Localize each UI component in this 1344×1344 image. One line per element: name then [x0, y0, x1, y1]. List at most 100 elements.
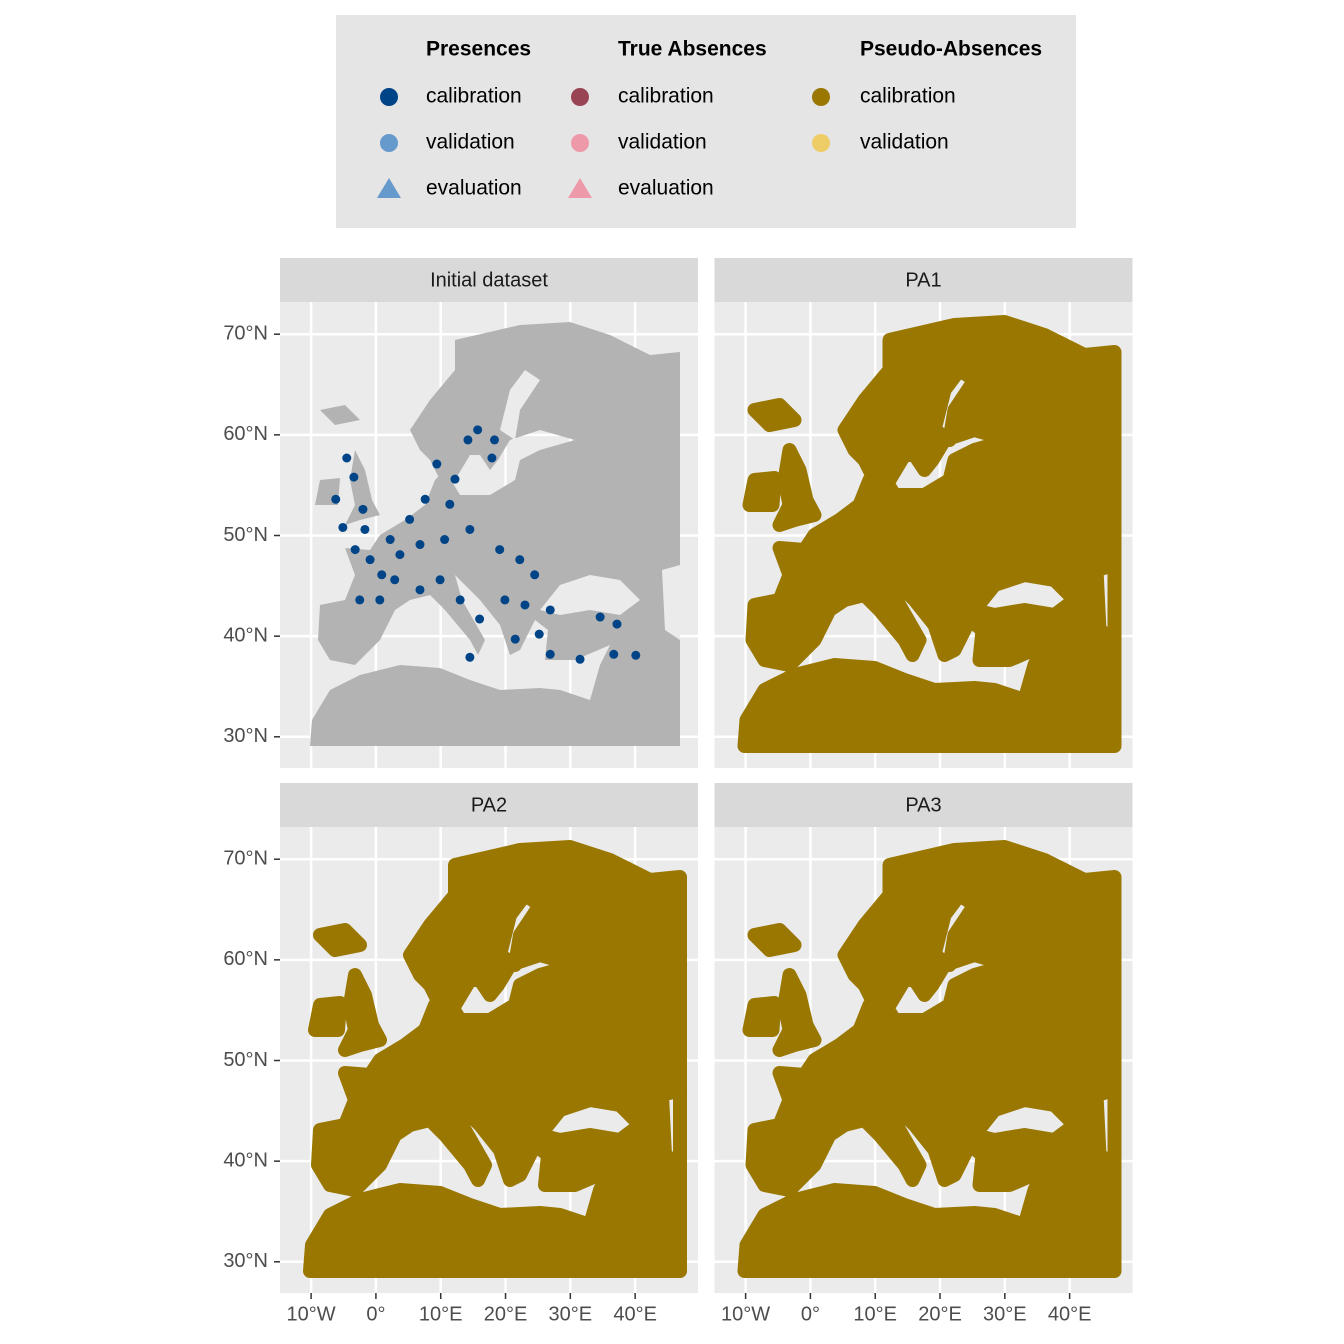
legend-label: validation — [426, 131, 515, 154]
x-tick-label: 30°E — [983, 1303, 1027, 1325]
strip-label: Initial dataset — [430, 269, 548, 291]
legend-symbol — [380, 134, 398, 152]
presence-point — [534, 629, 544, 639]
presence-point — [473, 425, 483, 435]
strip-label: PA1 — [905, 269, 941, 291]
map-layer — [310, 322, 680, 746]
x-tick-label: 0° — [801, 1303, 820, 1325]
facet-panel: PA2 10°W 0° 10°E 20°E 30°E 40°E 30°N 40°N 50°N 60°… — [223, 783, 698, 1325]
strip — [280, 783, 698, 827]
presence-point — [475, 614, 485, 624]
presence-point — [595, 612, 605, 622]
strip — [280, 258, 698, 302]
y-tick-label: 60°N — [223, 423, 268, 445]
presence-point — [355, 595, 365, 605]
presence-point — [500, 595, 510, 605]
presence-point — [365, 555, 375, 565]
facet-panel: PA1 — [714, 258, 1133, 768]
presence-point — [530, 570, 540, 580]
legend-box — [336, 15, 1076, 228]
presence-point — [520, 600, 530, 610]
legend-label: validation — [860, 131, 949, 154]
presence-point — [331, 494, 341, 504]
y-tick-label: 50°N — [223, 1049, 268, 1071]
presence-point — [342, 453, 352, 463]
legend-title: Presences — [426, 38, 531, 61]
presence-point — [545, 605, 555, 615]
y-tick-label: 60°N — [223, 948, 268, 970]
presence-point — [463, 435, 473, 445]
presence-point — [377, 570, 387, 580]
x-tick-label: 0° — [366, 1303, 385, 1325]
y-tick-label: 70°N — [223, 322, 268, 344]
presence-point — [420, 494, 430, 504]
presence-point — [515, 555, 525, 565]
strip-label: PA3 — [905, 794, 941, 816]
presence-point — [358, 504, 368, 514]
presence-point — [455, 595, 465, 605]
legend-symbol — [812, 88, 830, 106]
y-tick-label: 40°N — [223, 1149, 268, 1171]
presence-point — [445, 499, 455, 509]
legend-label: calibration — [618, 85, 714, 108]
strip-label: PA2 — [471, 794, 507, 816]
presence-point — [405, 514, 415, 524]
presence-point — [545, 649, 555, 659]
legend-symbol — [380, 88, 398, 106]
legend-symbol — [568, 178, 592, 198]
presence-point — [415, 540, 425, 550]
legend-label: calibration — [860, 85, 956, 108]
legend-title: True Absences — [618, 38, 767, 61]
strip — [714, 783, 1133, 827]
presence-point — [390, 575, 400, 585]
legend-symbol — [571, 134, 589, 152]
y-tick-label: 40°N — [223, 624, 268, 646]
presence-point — [385, 535, 395, 545]
presence-point — [490, 435, 500, 445]
strip — [714, 258, 1133, 302]
presence-point — [450, 474, 460, 484]
presence-point — [432, 459, 442, 469]
presence-point — [349, 472, 359, 482]
facet-panel: PA3 10°W 0° 10°E 20°E 30°E 40°E — [714, 783, 1133, 1325]
presence-point — [435, 575, 445, 585]
x-tick-label: 40°E — [1048, 1303, 1092, 1325]
facet-panel: Initial dataset 30°N 40°N 50°N 60°N 70°N — [223, 258, 698, 768]
presence-point — [440, 535, 450, 545]
x-tick-label: 20°E — [484, 1303, 528, 1325]
presence-point — [465, 652, 475, 662]
presence-point — [609, 649, 619, 659]
y-tick-label: 30°N — [223, 1250, 268, 1272]
legend: Presences calibration validation evaluation… — [336, 15, 1076, 228]
x-tick-label: 30°E — [549, 1303, 593, 1325]
x-tick-label: 10°E — [419, 1303, 463, 1325]
y-tick-label: 30°N — [223, 725, 268, 747]
legend-label: calibration — [426, 85, 522, 108]
legend-label: evaluation — [426, 177, 522, 200]
x-tick-label: 40°E — [613, 1303, 657, 1325]
presence-point — [495, 545, 505, 555]
y-tick-label: 50°N — [223, 524, 268, 546]
presence-point — [612, 619, 622, 629]
legend-symbol — [377, 178, 401, 198]
x-tick-label: 10°W — [287, 1303, 336, 1325]
presence-point — [395, 550, 405, 560]
legend-symbol — [571, 88, 589, 106]
x-tick-label: 20°E — [918, 1303, 962, 1325]
presence-point — [338, 522, 348, 532]
presence-point — [375, 595, 385, 605]
legend-label: evaluation — [618, 177, 714, 200]
legend-symbol — [812, 134, 830, 152]
presence-point — [510, 634, 520, 644]
presence-point — [350, 545, 360, 555]
x-tick-label: 10°E — [853, 1303, 897, 1325]
legend-label: validation — [618, 131, 707, 154]
presence-point — [465, 524, 475, 534]
y-tick-label: 70°N — [223, 847, 268, 869]
presence-point — [360, 524, 370, 534]
x-tick-label: 10°W — [721, 1303, 770, 1325]
legend-title: Pseudo-Absences — [860, 38, 1042, 61]
presence-point — [487, 453, 497, 463]
presence-point — [631, 650, 641, 660]
